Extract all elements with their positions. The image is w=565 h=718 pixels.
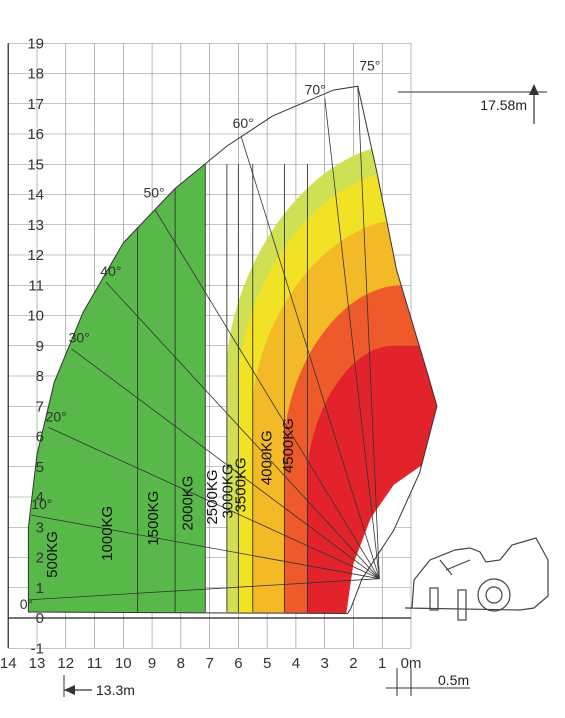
angle-label: 70°: [305, 82, 326, 98]
x-tick-label: 2: [349, 655, 357, 672]
load-label: 3000KG: [220, 463, 237, 518]
y-tick-label: 18: [27, 66, 44, 83]
angle-label: 60°: [233, 115, 254, 131]
y-tick-label: 4: [36, 489, 44, 506]
y-tick-label: 2: [36, 550, 44, 567]
x-tick-label: 7: [205, 655, 213, 672]
load-label: 2000KG: [179, 476, 196, 531]
angle-labels: 0° 10° 20° 30° 40° 50° 60° 70° 75°: [20, 57, 381, 611]
x-tick-label: 4: [292, 655, 300, 672]
y-tick-label: 9: [36, 338, 44, 355]
max-height-label: 17.58m: [480, 97, 527, 113]
x-tick-label: 10: [115, 655, 132, 672]
angle-label: 0°: [20, 596, 33, 612]
load-label: 4500KG: [280, 418, 297, 473]
offset-label: 0.5m: [438, 672, 469, 688]
angle-label: 20°: [46, 408, 67, 424]
y-tick-label: -1: [31, 640, 44, 657]
x-tick-label: 0m: [401, 655, 422, 672]
x-tick-label: 14: [0, 655, 17, 672]
boom-angle-line-8: [357, 86, 380, 579]
boom-angle-line-0: [28, 578, 380, 601]
y-tick-label: 7: [36, 398, 44, 415]
boom-angle-line-1: [31, 514, 380, 580]
y-tick-label: 3: [36, 519, 44, 536]
y-tick-label: 14: [27, 187, 44, 204]
x-tick-label: 11: [87, 655, 103, 672]
load-label: 2500KG: [204, 469, 221, 524]
y-tick-label: 16: [27, 126, 44, 143]
load-label: 1500KG: [145, 491, 162, 546]
angle-label: 50°: [143, 185, 164, 201]
y-tick-label: 19: [27, 35, 44, 52]
boom-angle-line-3: [71, 348, 380, 579]
max-reach-annotation: 13.3m: [63, 675, 135, 698]
y-tick-label: 11: [28, 277, 44, 294]
x-tick-label: 12: [57, 655, 74, 672]
load-labels: 500KG 1000KG 1500KG 2000KG 2500KG3000KG3500K…: [44, 418, 297, 578]
boom-angle-line-2: [48, 427, 380, 580]
y-tick-label: 17: [27, 96, 44, 113]
x-tick-label: 13: [29, 655, 46, 672]
tick-labels: 14 13 12 11 10 9 8 7 6 5 4 3 2 1 0m-101234567891011121…: [0, 35, 421, 672]
y-tick-label: 1: [36, 580, 44, 597]
telehandler-icon: [404, 537, 549, 621]
angle-label: 30°: [69, 330, 90, 346]
boom-angle-line-7: [324, 97, 380, 579]
boom-angle-lines: [28, 86, 380, 601]
offset-annotation: 0.5m: [386, 668, 470, 696]
y-tick-label: 8: [36, 368, 44, 385]
load-envelope-outline: [27, 85, 438, 615]
x-tick-label: 3: [321, 655, 329, 672]
x-tick-label: 9: [148, 655, 156, 672]
y-tick-label: 15: [27, 156, 44, 173]
boom-angle-line-6: [240, 136, 380, 579]
angle-label: 10°: [31, 496, 52, 512]
max-reach-label: 13.3m: [96, 682, 135, 698]
x-tick-label: 6: [234, 655, 242, 672]
boom-angle-line-5: [154, 209, 380, 579]
x-tick-label: 5: [263, 655, 271, 672]
load-label: 3500KG: [233, 457, 250, 512]
load-label: 1000KG: [99, 506, 116, 561]
axes: [7, 43, 411, 649]
load-label: 500KG: [44, 531, 61, 578]
angle-label: 40°: [100, 263, 121, 279]
load-label: 4000KG: [258, 430, 275, 485]
y-tick-label: 6: [36, 429, 44, 446]
boom-angle-line-4: [105, 281, 380, 579]
y-tick-label: 12: [27, 247, 44, 264]
y-tick-label: 5: [36, 459, 44, 476]
angle-label: 75°: [359, 57, 380, 73]
x-tick-label: 1: [378, 655, 386, 672]
x-tick-label: 8: [177, 655, 185, 672]
max-height-annotation: 17.58m: [398, 84, 547, 124]
y-tick-label: 13: [27, 217, 44, 234]
y-tick-label: 0: [36, 610, 44, 627]
y-tick-label: 10: [27, 308, 44, 325]
